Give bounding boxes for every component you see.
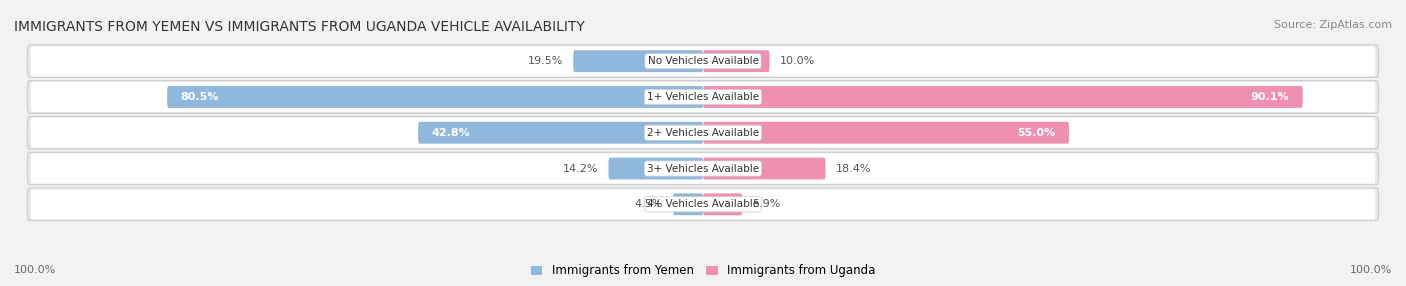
Text: 42.8%: 42.8% bbox=[432, 128, 470, 138]
FancyBboxPatch shape bbox=[574, 50, 703, 72]
FancyBboxPatch shape bbox=[31, 189, 1375, 219]
FancyBboxPatch shape bbox=[703, 122, 1069, 144]
Text: 5.9%: 5.9% bbox=[752, 199, 780, 209]
FancyBboxPatch shape bbox=[31, 82, 1375, 112]
FancyBboxPatch shape bbox=[27, 188, 1379, 221]
Text: 3+ Vehicles Available: 3+ Vehicles Available bbox=[647, 164, 759, 174]
Text: 1+ Vehicles Available: 1+ Vehicles Available bbox=[647, 92, 759, 102]
Text: 4+ Vehicles Available: 4+ Vehicles Available bbox=[647, 199, 759, 209]
FancyBboxPatch shape bbox=[27, 116, 1379, 149]
FancyBboxPatch shape bbox=[31, 118, 1375, 148]
FancyBboxPatch shape bbox=[703, 86, 1303, 108]
FancyBboxPatch shape bbox=[27, 81, 1379, 113]
Text: 18.4%: 18.4% bbox=[835, 164, 870, 174]
Text: 90.1%: 90.1% bbox=[1251, 92, 1289, 102]
Text: IMMIGRANTS FROM YEMEN VS IMMIGRANTS FROM UGANDA VEHICLE AVAILABILITY: IMMIGRANTS FROM YEMEN VS IMMIGRANTS FROM… bbox=[14, 20, 585, 34]
Legend: Immigrants from Yemen, Immigrants from Uganda: Immigrants from Yemen, Immigrants from U… bbox=[530, 264, 876, 277]
FancyBboxPatch shape bbox=[167, 86, 703, 108]
Text: 14.2%: 14.2% bbox=[562, 164, 599, 174]
FancyBboxPatch shape bbox=[673, 193, 703, 215]
Text: No Vehicles Available: No Vehicles Available bbox=[648, 56, 758, 66]
FancyBboxPatch shape bbox=[418, 122, 703, 144]
FancyBboxPatch shape bbox=[703, 158, 825, 179]
Text: 80.5%: 80.5% bbox=[180, 92, 219, 102]
Text: 55.0%: 55.0% bbox=[1018, 128, 1056, 138]
FancyBboxPatch shape bbox=[703, 193, 742, 215]
FancyBboxPatch shape bbox=[609, 158, 703, 179]
Text: 2+ Vehicles Available: 2+ Vehicles Available bbox=[647, 128, 759, 138]
Text: 4.5%: 4.5% bbox=[634, 199, 664, 209]
FancyBboxPatch shape bbox=[703, 50, 769, 72]
Text: 19.5%: 19.5% bbox=[527, 56, 564, 66]
FancyBboxPatch shape bbox=[27, 45, 1379, 78]
FancyBboxPatch shape bbox=[31, 153, 1375, 184]
Text: 100.0%: 100.0% bbox=[1350, 265, 1392, 275]
Text: 10.0%: 10.0% bbox=[779, 56, 815, 66]
Text: Source: ZipAtlas.com: Source: ZipAtlas.com bbox=[1274, 20, 1392, 30]
Text: 100.0%: 100.0% bbox=[14, 265, 56, 275]
FancyBboxPatch shape bbox=[27, 152, 1379, 185]
FancyBboxPatch shape bbox=[31, 46, 1375, 76]
